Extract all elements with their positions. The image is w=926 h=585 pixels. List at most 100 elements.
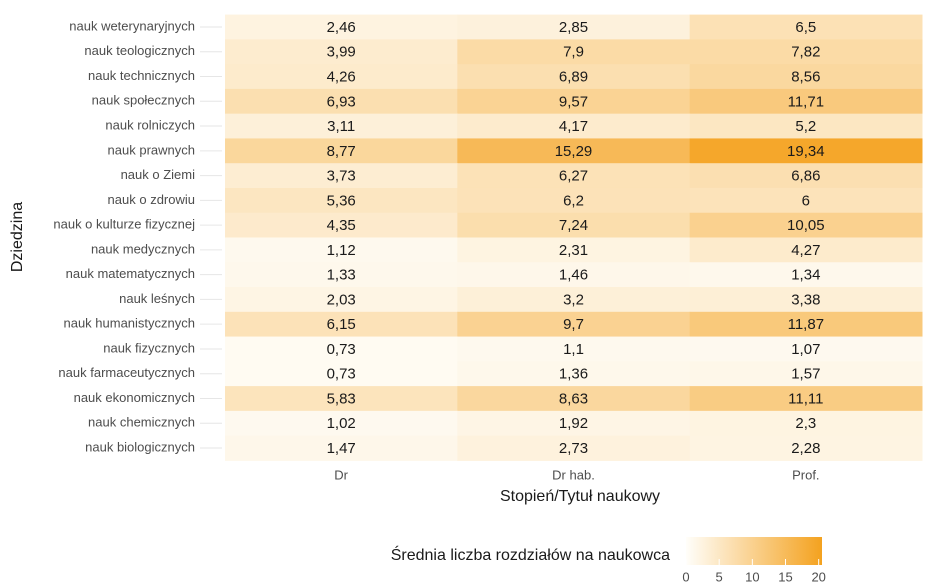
cell <box>689 361 923 387</box>
cell <box>457 237 691 263</box>
cell <box>689 39 923 65</box>
value-label: 8,56 <box>791 68 820 85</box>
value-label: 7,24 <box>559 217 588 234</box>
value-label: 1,07 <box>791 341 820 358</box>
cell <box>457 287 691 313</box>
y-tick-label: nauk weterynaryjnych <box>69 18 195 33</box>
x-tick-label: Prof. <box>792 467 819 482</box>
value-label: 4,35 <box>327 217 356 234</box>
cell <box>457 138 691 164</box>
value-label: 8,77 <box>327 143 356 160</box>
value-label: 4,17 <box>559 118 588 135</box>
value-label: 1,02 <box>327 415 356 432</box>
cell <box>225 336 458 362</box>
y-tick-label: nauk o Ziemi <box>121 167 196 182</box>
y-tick-label: nauk społecznych <box>92 93 195 108</box>
cell <box>225 187 458 214</box>
cell <box>457 14 691 40</box>
cell <box>689 64 923 90</box>
cell <box>457 163 691 189</box>
cell <box>457 361 691 387</box>
value-label: 3,11 <box>327 118 355 135</box>
value-label: 1,36 <box>559 366 588 383</box>
value-label: 9,57 <box>559 93 588 110</box>
value-label: 1,46 <box>559 267 588 284</box>
value-label: 19,34 <box>787 143 825 160</box>
value-label: 5,2 <box>795 118 816 135</box>
y-tick-label: nauk prawnych <box>108 142 195 157</box>
value-label: 3,73 <box>327 168 356 185</box>
value-label: 1,1 <box>563 341 584 358</box>
cell <box>225 410 458 437</box>
cell <box>225 113 458 139</box>
cell <box>689 163 923 189</box>
cell <box>689 14 923 40</box>
cell <box>225 262 458 288</box>
y-tick-label: nauk leśnych <box>119 291 195 306</box>
colorbar-tick-label: 10 <box>745 569 759 584</box>
cell <box>689 237 923 263</box>
value-label: 6,5 <box>795 19 816 36</box>
cell <box>457 311 691 338</box>
value-label: 15,29 <box>555 143 593 160</box>
value-label: 2,3 <box>795 415 816 432</box>
value-label: 2,28 <box>791 440 820 457</box>
value-label: 6,15 <box>327 316 356 333</box>
value-label: 1,12 <box>327 242 356 259</box>
cell <box>457 336 691 362</box>
cell <box>225 64 458 90</box>
cell <box>457 88 691 115</box>
cell <box>225 435 458 461</box>
y-axis-title: Dziedzina <box>9 202 26 272</box>
value-label: 11,11 <box>788 390 823 407</box>
value-label: 2,73 <box>559 440 588 457</box>
value-label: 2,85 <box>559 19 588 36</box>
y-tick-label: nauk fizycznych <box>103 340 195 355</box>
cell <box>225 287 458 313</box>
value-label: 1,33 <box>327 267 356 284</box>
value-label: 8,63 <box>559 390 588 407</box>
colorbar-tick-label: 20 <box>811 569 825 584</box>
value-label: 10,05 <box>787 217 825 234</box>
value-label: 0,73 <box>327 341 356 358</box>
value-label: 2,46 <box>327 19 356 36</box>
cell <box>457 113 691 139</box>
cell <box>225 14 458 40</box>
y-tick-label: nauk rolniczych <box>105 117 195 132</box>
cell <box>225 138 458 164</box>
cell <box>225 386 458 412</box>
value-label: 3,38 <box>791 291 820 308</box>
value-label: 2,03 <box>327 291 356 308</box>
value-label: 6,89 <box>559 68 588 85</box>
colorbar <box>686 537 822 565</box>
y-tick-label: nauk chemicznych <box>88 415 195 430</box>
cell <box>689 386 923 412</box>
cell <box>689 138 923 164</box>
y-tick-label: nauk farmaceutycznych <box>58 365 195 380</box>
value-label: 3,2 <box>563 291 584 308</box>
legend-title: Średnia liczba rozdziałów na naukowca <box>391 545 670 564</box>
y-tick-label: nauk biologicznych <box>85 439 195 454</box>
value-label: 5,36 <box>327 192 356 209</box>
value-label: 3,99 <box>327 44 356 61</box>
cell <box>689 435 923 461</box>
value-label: 4,27 <box>791 242 820 259</box>
cell <box>689 311 923 338</box>
value-label: 7,82 <box>791 44 820 61</box>
value-label: 1,92 <box>559 415 588 432</box>
x-tick-label: Dr <box>334 467 348 482</box>
colorbar-tick-label: 0 <box>682 569 689 584</box>
y-tick-label: nauk ekonomicznych <box>74 390 195 405</box>
value-label: 6,86 <box>791 168 820 185</box>
y-tick-label: nauk medycznych <box>91 241 195 256</box>
cell <box>225 361 458 387</box>
cell <box>689 88 923 115</box>
y-tick-label: nauk humanistycznych <box>63 316 195 331</box>
value-label: 1,34 <box>791 267 820 284</box>
cell <box>689 187 923 214</box>
cell <box>457 386 691 412</box>
cell <box>225 212 458 238</box>
cell <box>457 212 691 238</box>
value-label: 6,27 <box>559 168 588 185</box>
cell <box>225 88 458 115</box>
